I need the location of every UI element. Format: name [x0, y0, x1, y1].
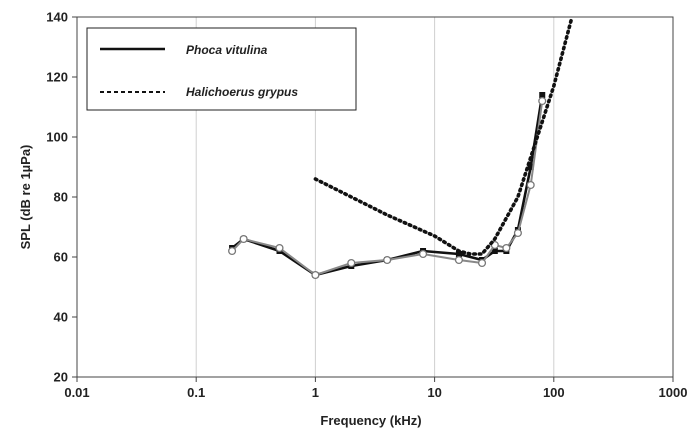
y-tick-label: 60: [54, 250, 68, 265]
data-point-circle: [502, 243, 511, 253]
data-point-square: [491, 248, 498, 254]
data-point-circle: [454, 255, 463, 265]
legend: Phoca vitulina Halichoerus grypus: [86, 27, 357, 111]
x-axis-title: Frequency (kHz): [320, 413, 421, 428]
x-tick-label: 0.1: [187, 385, 205, 400]
series-layer: [228, 18, 574, 280]
data-point-circle: [418, 249, 428, 259]
y-tick-label: 140: [46, 10, 68, 25]
data-point-circle: [239, 234, 248, 244]
x-tick-label: 10: [427, 385, 441, 400]
data-point-circle: [311, 270, 320, 280]
data-point-circle: [538, 96, 547, 106]
y-tick-label: 40: [54, 310, 68, 325]
data-point-circle: [347, 258, 356, 268]
data-point-circle: [275, 243, 284, 253]
x-tick-label: 100: [543, 385, 565, 400]
data-point-square: [527, 164, 534, 170]
y-tick-label: 20: [54, 370, 68, 385]
legend-box: [86, 27, 357, 111]
data-point-circle: [513, 228, 522, 238]
x-tick-label: 1000: [659, 385, 688, 400]
y-tick-label: 120: [46, 70, 68, 85]
data-point-circle: [477, 258, 487, 268]
legend-label-phoca-vitulina: Phoca vitulina: [186, 43, 268, 57]
data-point-circle: [383, 255, 392, 265]
x-tick-label: 0.01: [64, 385, 89, 400]
data-point-square: [539, 92, 546, 98]
data-point-square: [455, 251, 462, 257]
x-tick-label: 1: [312, 385, 319, 400]
y-tick-label: 80: [54, 190, 68, 205]
y-axis-title: SPL (dB re 1µPa): [18, 145, 33, 250]
y-tick-label: 100: [46, 130, 68, 145]
ticks: 0.01 0.1 1 10 100 1000 20 40 60 80 100 120 140: [46, 10, 687, 401]
legend-label-halichoerus-grypus: Halichoerus grypus: [186, 85, 298, 99]
data-point-circle: [526, 180, 535, 190]
series-line-halichoerus-grypus: [313, 18, 574, 256]
data-point-circle: [228, 246, 237, 256]
